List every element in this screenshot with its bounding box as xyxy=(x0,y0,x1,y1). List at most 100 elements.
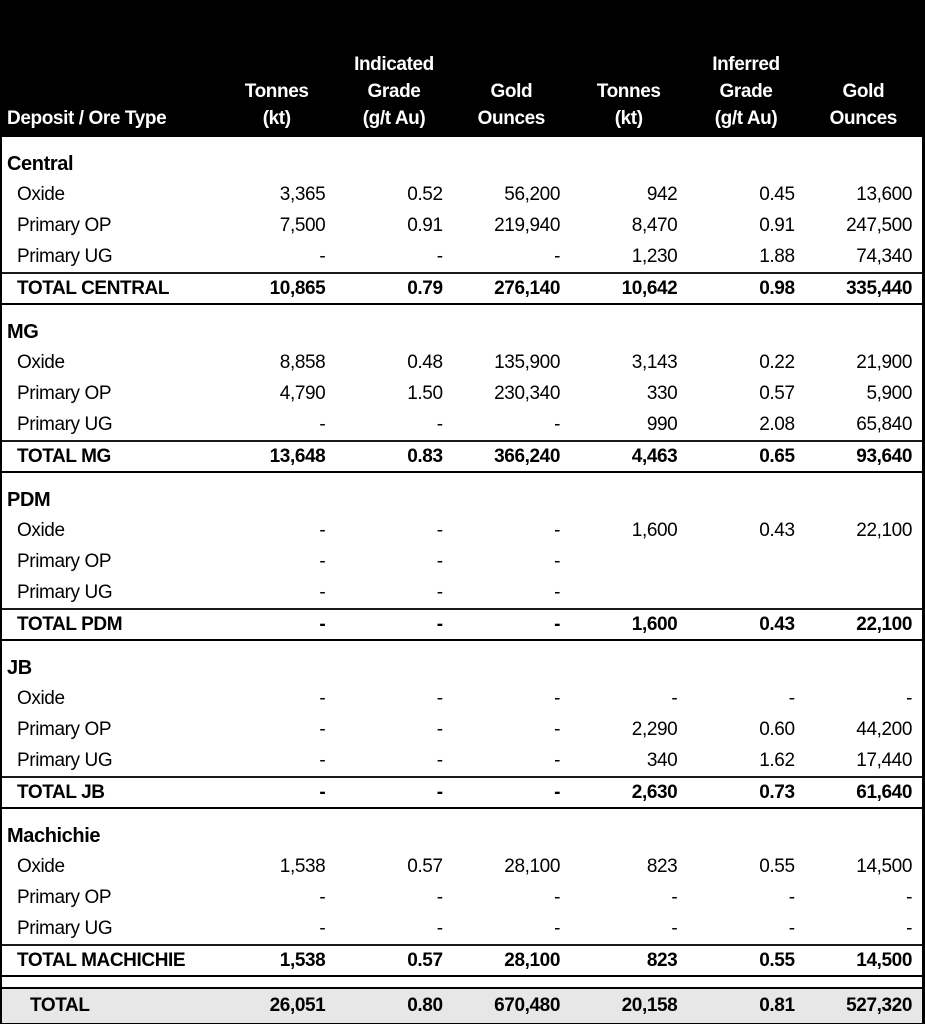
value-cell: 14,500 xyxy=(856,855,912,877)
value-cell: - xyxy=(436,781,443,803)
value-cell: 3,365 xyxy=(279,183,326,205)
row-label: Primary UG xyxy=(17,413,113,435)
header-col-grade-inferred: Grade xyxy=(719,81,773,102)
grand-total-value: 26,051 xyxy=(269,995,326,1016)
header-col-gold-inferred: Gold xyxy=(842,81,885,102)
value-cell: - xyxy=(788,687,795,709)
header-sub-row-2: Deposit / Ore Type (kt) (g/t Au) Ounces … xyxy=(2,105,922,132)
value-cell: 366,240 xyxy=(494,445,560,467)
value-cell: 0.73 xyxy=(759,781,795,803)
value-cell: 0.43 xyxy=(759,613,795,635)
value-cell: 340 xyxy=(646,749,678,771)
header-col-deposit: Deposit / Ore Type xyxy=(7,108,167,129)
value-cell: - xyxy=(319,749,326,771)
value-cell: 823 xyxy=(646,855,678,877)
ore-type-row: Primary UG - - - 1,230 1.88 74,340 xyxy=(2,241,922,272)
value-cell: 8,470 xyxy=(631,214,678,236)
value-cell: 219,940 xyxy=(494,214,560,236)
value-cell: 22,100 xyxy=(856,519,912,541)
ore-type-row: Primary UG - - - - - - xyxy=(2,913,922,944)
header-sub-row-1: Tonnes Grade Gold Tonnes Grade Gold xyxy=(2,78,922,105)
row-label: Primary OP xyxy=(17,718,112,740)
header-group-inferred: Inferred xyxy=(712,54,780,75)
ore-type-row: Oxide - - - - - - xyxy=(2,683,922,714)
header-col-gold-indicated: Gold xyxy=(490,81,533,102)
row-label: Primary UG xyxy=(17,581,113,603)
row-label: Oxide xyxy=(17,519,65,541)
grand-total-value: 0.81 xyxy=(759,995,795,1016)
value-cell: 230,340 xyxy=(494,382,560,404)
row-label: TOTAL JB xyxy=(17,781,105,803)
row-label: Primary UG xyxy=(17,245,113,267)
row-label: Oxide xyxy=(17,183,65,205)
value-cell: - xyxy=(319,687,326,709)
row-label: Oxide xyxy=(17,351,65,373)
value-cell: - xyxy=(554,550,560,572)
value-cell: - xyxy=(671,687,678,709)
header-unit-kt-indicated: (kt) xyxy=(262,108,291,129)
ore-type-row: Primary OP - - - - - - xyxy=(2,882,922,913)
ore-type-row: Primary OP - - - xyxy=(2,546,922,577)
ore-type-row: Primary UG - - - 340 1.62 17,440 xyxy=(2,745,922,776)
header-col-tonnes-inferred: Tonnes xyxy=(596,81,661,102)
value-cell: 0.48 xyxy=(407,351,443,373)
value-cell: - xyxy=(554,687,560,709)
section-total-row: TOTAL CENTRAL 10,865 0.79 276,140 10,642 0.98… xyxy=(2,272,922,305)
value-cell: 942 xyxy=(646,183,678,205)
value-cell: 335,440 xyxy=(846,277,912,299)
value-cell: - xyxy=(319,550,326,572)
value-cell: 0.83 xyxy=(407,445,443,467)
section-title: PDM xyxy=(7,489,51,511)
section-total-row: TOTAL PDM - - - 1,600 0.43 22,100 xyxy=(2,608,922,641)
grand-total-row: TOTAL 26,051 0.80 670,480 20,158 0.81 527,320 xyxy=(2,987,922,1023)
value-cell: - xyxy=(319,781,326,803)
value-cell: 44,200 xyxy=(856,718,912,740)
row-label: Primary UG xyxy=(17,749,113,771)
value-cell: 0.55 xyxy=(759,855,795,877)
table-body: Central Oxide 3,365 0.52 56,200 942 0.45 13,600… xyxy=(2,137,922,977)
value-cell: - xyxy=(319,718,326,740)
value-cell: - xyxy=(319,519,326,541)
section-title-row: Central xyxy=(2,137,922,179)
value-cell: - xyxy=(436,519,443,541)
row-label: Oxide xyxy=(17,687,65,709)
value-cell: 1,600 xyxy=(631,613,678,635)
value-cell: 10,642 xyxy=(621,277,678,299)
value-cell: 0.52 xyxy=(407,183,443,205)
ore-type-row: Primary OP 4,790 1.50 230,340 330 0.57 5,900 xyxy=(2,378,922,409)
section-title: Central xyxy=(7,153,74,175)
value-cell: 4,463 xyxy=(631,445,678,467)
value-cell: 0.79 xyxy=(407,277,443,299)
value-cell: - xyxy=(554,781,560,803)
value-cell: 2.08 xyxy=(759,413,795,435)
row-label: Primary OP xyxy=(17,886,112,908)
value-cell: 2,290 xyxy=(631,718,678,740)
value-cell: - xyxy=(436,581,443,603)
value-cell: 1,600 xyxy=(631,519,678,541)
row-label: TOTAL MACHICHIE xyxy=(17,949,186,971)
value-cell: - xyxy=(319,613,326,635)
value-cell: - xyxy=(436,245,443,267)
value-cell: 74,340 xyxy=(856,245,912,267)
value-cell: 14,500 xyxy=(856,949,912,971)
value-cell: - xyxy=(906,917,912,939)
value-cell: 17,440 xyxy=(856,749,912,771)
value-cell: - xyxy=(554,519,560,541)
row-label: Oxide xyxy=(17,855,65,877)
header-unit-kt-inferred: (kt) xyxy=(614,108,643,129)
value-cell: 61,640 xyxy=(856,781,912,803)
value-cell: 0.91 xyxy=(407,214,443,236)
value-cell: 1,538 xyxy=(279,949,326,971)
grand-total-label: TOTAL xyxy=(30,995,90,1016)
value-cell: 22,100 xyxy=(856,613,912,635)
value-cell: - xyxy=(671,917,678,939)
value-cell: 0.57 xyxy=(759,382,795,404)
grand-total-value: 20,158 xyxy=(621,995,678,1016)
value-cell: 4,790 xyxy=(279,382,326,404)
value-cell: 5,900 xyxy=(866,382,912,404)
header-unit-gt-inferred: (g/t Au) xyxy=(714,108,778,129)
value-cell: - xyxy=(554,917,560,939)
grand-total-value: 670,480 xyxy=(494,995,560,1016)
value-cell: - xyxy=(436,718,443,740)
